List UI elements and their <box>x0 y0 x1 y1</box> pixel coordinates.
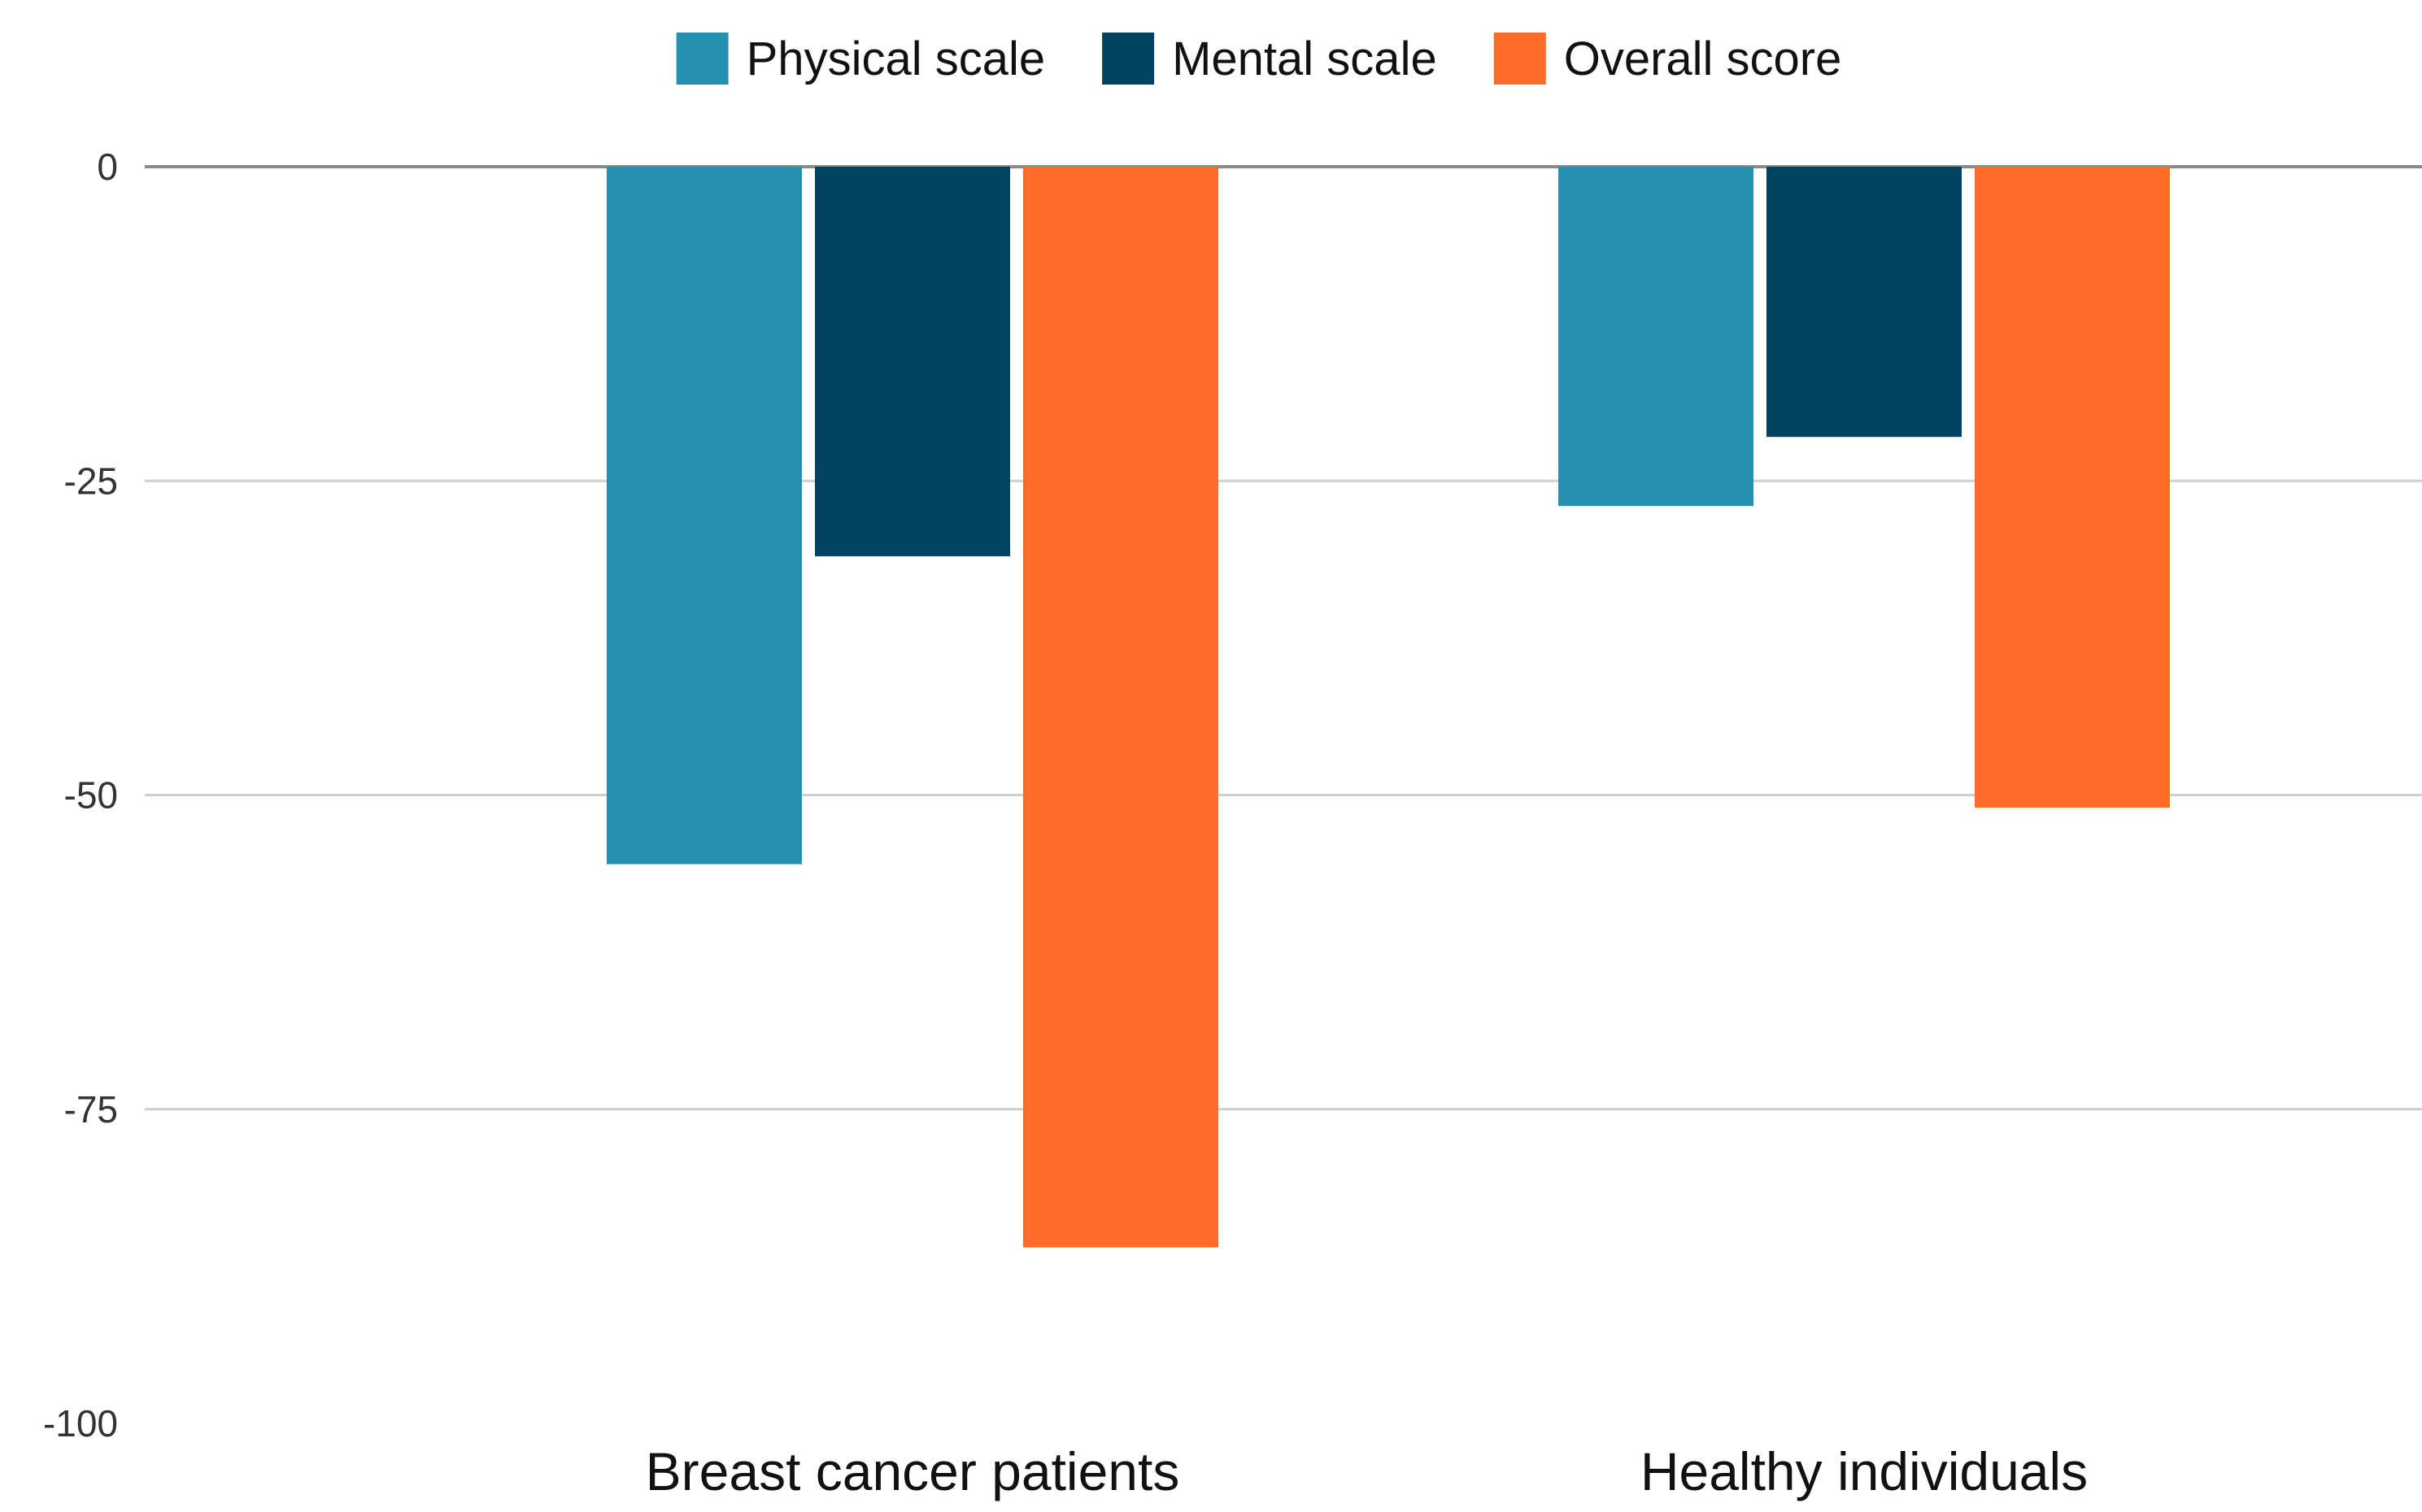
legend: Physical scale Mental scale Overall score <box>676 33 1842 85</box>
bar-physical-scale-breast-cancer-patients <box>607 167 802 865</box>
y-tick-label: -100 <box>43 1402 118 1444</box>
y-axis-ticks: 0 -25 -50 -75 -100 <box>43 146 118 1444</box>
legend-item: Mental scale <box>1102 33 1437 85</box>
category-label: Healthy individuals <box>1640 1441 2088 1501</box>
legend-swatch <box>676 33 729 85</box>
legend-label: Physical scale <box>747 33 1045 85</box>
bar-overall-score-breast-cancer-patients <box>1023 167 1218 1248</box>
bar-mental-scale-breast-cancer-patients <box>815 167 1010 556</box>
legend-swatch <box>1102 33 1155 85</box>
bar-mental-scale-healthy-individuals <box>1766 167 1962 438</box>
y-tick-label: 0 <box>97 146 118 188</box>
legend-label: Overall score <box>1564 33 1842 85</box>
legend-item: Physical scale <box>676 33 1045 85</box>
legend-label: Mental scale <box>1172 33 1437 85</box>
legend-swatch <box>1493 33 1546 85</box>
y-tick-label: -25 <box>64 460 118 502</box>
bar-physical-scale-healthy-individuals <box>1558 167 1753 507</box>
y-tick-label: -75 <box>64 1088 118 1131</box>
category-label: Breast cancer patients <box>646 1441 1180 1501</box>
legend-item: Overall score <box>1493 33 1842 85</box>
bars <box>607 167 2170 1248</box>
bar-overall-score-healthy-individuals <box>1975 167 2170 808</box>
y-tick-label: -50 <box>64 774 118 817</box>
category-labels: Breast cancer patients Healthy individual… <box>646 1441 2089 1501</box>
